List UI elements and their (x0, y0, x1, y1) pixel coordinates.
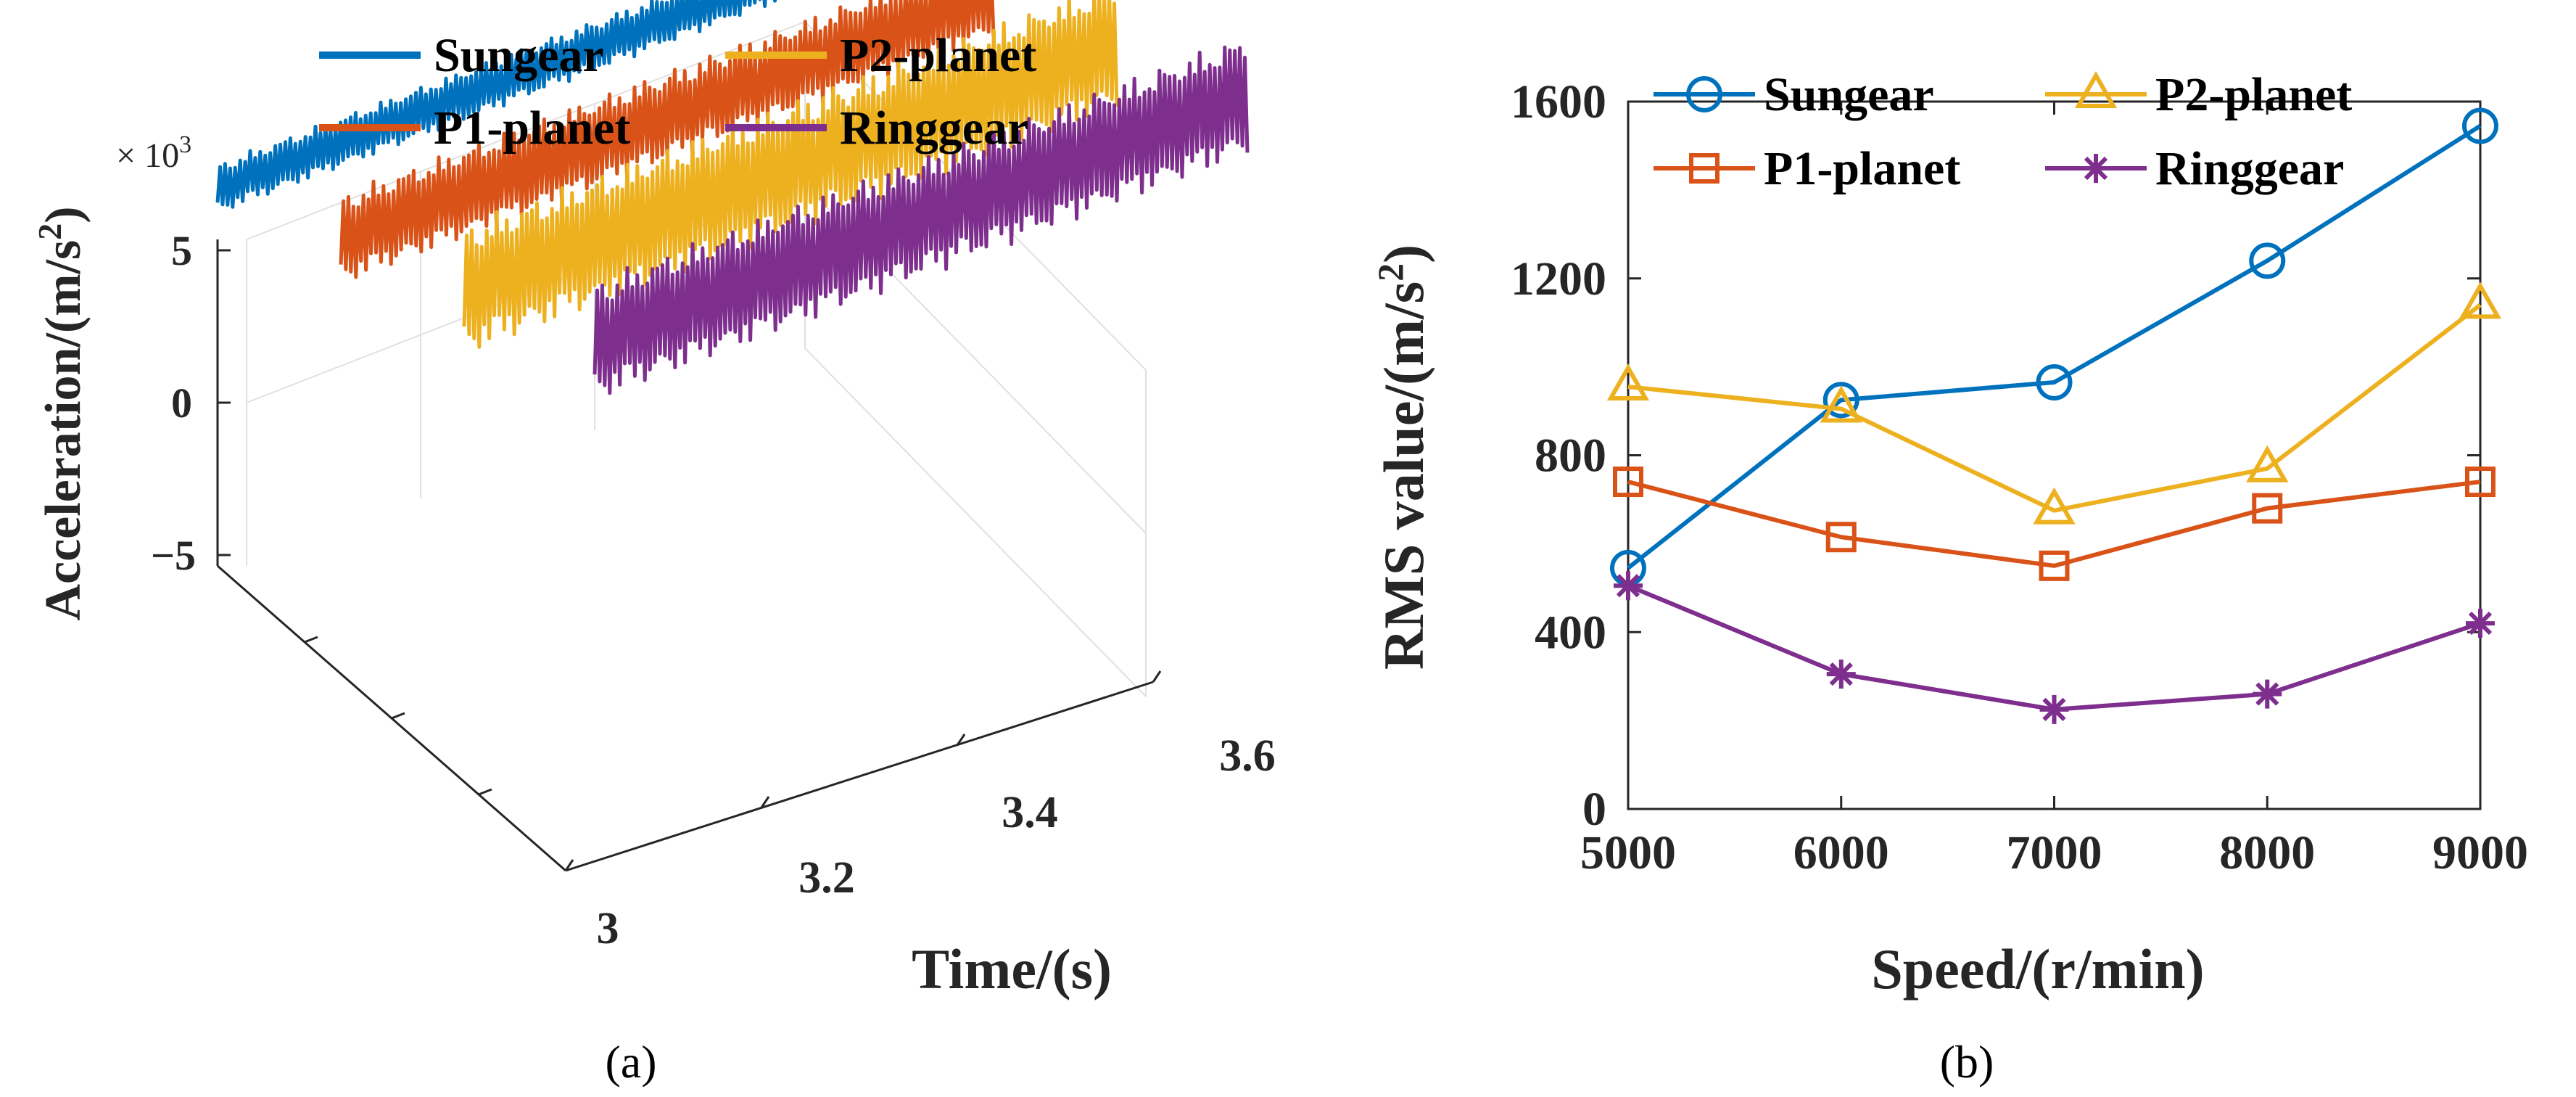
series-ringgear-point (2466, 609, 2495, 638)
series-ringgear-point (2253, 679, 2282, 709)
time-tick-label: 3 (597, 904, 619, 953)
series-sungear-point (2036, 363, 2073, 400)
legend-marker-ringgear (2081, 154, 2110, 183)
panel-b-legend: Sungear P2-planet P1-planet Ringgear (1654, 68, 2352, 195)
series-p2-planet-point (1820, 385, 1862, 423)
series-p2-planet-point (2246, 445, 2289, 482)
depth-tick (391, 712, 405, 720)
series-ringgear-waveform (593, 45, 1250, 395)
x-tick-label: 8000 (2219, 826, 2315, 879)
time-tick-label: 3.4 (1002, 788, 1058, 837)
legend-label-ringgear: Ringgear (840, 102, 1028, 155)
y-tick-label: 1600 (1511, 75, 1606, 128)
time-tick (564, 859, 574, 871)
time-tick (1152, 670, 1162, 683)
panel-a-waveforms (215, 0, 1250, 395)
panel-a-caption: (a) (605, 1036, 656, 1088)
panel-a-xlabel: Time/(s) (912, 937, 1112, 1001)
legend-label-p2-planet: P2-planet (2155, 68, 2352, 121)
legend-marker-sungear (1686, 76, 1722, 112)
legend-marker-p2-planet (2074, 70, 2118, 108)
legend-label-sungear: Sungear (434, 29, 604, 82)
panel-b-axes: 5000 6000 7000 8000 9000 0 400 800 1200 1600 (1511, 75, 2528, 879)
panel-b-rms-plot: 5000 6000 7000 8000 9000 0 400 800 1200 1600 RMS … (1370, 68, 2528, 1088)
series-p1-planet-point (2039, 550, 2070, 581)
y-tick-label: 1200 (1511, 252, 1606, 305)
panel-b-series (1606, 107, 2502, 724)
series-p1-planet-point (1825, 522, 1857, 553)
panel-b-xlabel: Speed/(r/min) (1871, 937, 2204, 1001)
legend-label-ringgear: Ringgear (2155, 142, 2344, 195)
grid-line (246, 21, 806, 240)
panel-a-legend: Sungear P2-planet P1-planet Ringgear (319, 29, 1036, 155)
z-tick-label: −5 (151, 532, 196, 579)
series-p1-planet-line (1627, 480, 2481, 568)
depth-tick (478, 788, 492, 796)
y-tick-label: 400 (1535, 606, 1606, 659)
legend-label-p2-planet: P2-planet (840, 29, 1036, 82)
series-sungear-point (2462, 107, 2498, 144)
series-ringgear-line (1627, 583, 2481, 712)
x-tick-label: 5000 (1580, 826, 1676, 879)
depth-tick (304, 636, 318, 644)
panel-b-ylabel: RMS value/(m/s2) (1370, 245, 1435, 670)
series-sungear-waveform (215, 0, 777, 209)
time-tick (760, 796, 770, 808)
series-p1-planet-point (2465, 467, 2496, 498)
series-p2-planet-line (1627, 303, 2482, 513)
grid-line (804, 348, 1147, 697)
y-tick-label: 800 (1535, 430, 1606, 482)
series-p1-planet-point (1613, 467, 1643, 498)
series-p2-planet-point (1606, 363, 1650, 401)
x-tick-label: 7000 (2007, 826, 2102, 879)
series-p2-planet-waveform (462, 0, 1119, 349)
panel-a-ylabel: Acceleration/(m/s2) (31, 206, 91, 620)
panel-a-axes (216, 239, 1162, 872)
x-tick-label: 6000 (1793, 826, 1889, 879)
time-axis-line (565, 681, 1154, 872)
series-p1-planet-point (2252, 493, 2283, 524)
series-sungear-point (2249, 242, 2286, 279)
z-scale-exponent: × 103 (116, 131, 191, 175)
z-tick-label: 0 (171, 379, 192, 427)
legend-label-sungear: Sungear (1764, 68, 1934, 121)
time-tick-label: 3.6 (1219, 731, 1276, 781)
time-tick (956, 734, 966, 746)
legend-label-p1-planet: P1-planet (434, 102, 630, 155)
x-tick-label: 9000 (2432, 826, 2528, 879)
legend-label-p1-planet: P1-planet (1764, 142, 1960, 195)
y-tick-label: 0 (1582, 783, 1606, 836)
series-ringgear-point (1826, 660, 1856, 689)
time-tick-label: 3.2 (798, 853, 855, 903)
series-ringgear-point (1614, 571, 1643, 601)
z-tick-label: 5 (171, 227, 192, 274)
series-p2-planet-point (2459, 282, 2502, 319)
panel-b-caption: (b) (1940, 1036, 1994, 1088)
series-p2-planet-point (2033, 487, 2076, 525)
panel-a-3d-acceleration-plot: 5 0 −5 × 103 Acceleration/(m/s2) 3 3.2 3… (31, 0, 1276, 1088)
series-ringgear-point (2039, 694, 2069, 724)
legend-marker-p1-planet (1689, 153, 1720, 184)
series-sungear-line (1627, 123, 2482, 570)
series-sungear-point (1822, 382, 1859, 419)
